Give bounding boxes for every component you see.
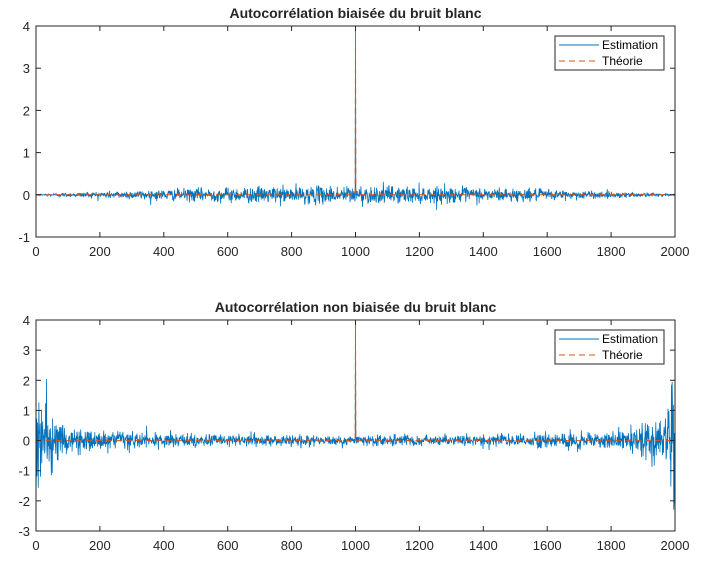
x-tick-label: 1600 <box>533 244 562 259</box>
chart-biased-autocorrelation: Autocorrélation biaisée du bruit blanc 0 2… <box>18 5 689 259</box>
series-theory-line <box>36 25 675 196</box>
legend-box <box>554 35 665 71</box>
legend: Estimation Théorie <box>554 329 665 365</box>
chart-title: Autocorrélation biaisée du bruit blanc <box>229 5 481 21</box>
series-theory-line <box>36 319 675 442</box>
legend-label: Théorie <box>602 348 643 362</box>
y-tick-label: -3 <box>18 524 30 539</box>
x-tick-label: 1200 <box>405 244 434 259</box>
x-tick-label: 1200 <box>405 538 434 553</box>
x-tick-label: 600 <box>217 538 239 553</box>
x-tick-label: 1400 <box>469 538 498 553</box>
x-tick-label: 1600 <box>533 538 562 553</box>
x-tick-label: 1000 <box>341 244 370 259</box>
x-tick-label: 2000 <box>661 244 690 259</box>
y-tick-label: -1 <box>18 464 30 479</box>
legend: Estimation Théorie <box>554 35 665 71</box>
y-tick-label: 2 <box>23 103 30 118</box>
x-tick-label: 1400 <box>469 244 498 259</box>
x-tick-label: 0 <box>32 244 39 259</box>
y-tick-label: 3 <box>23 61 30 76</box>
y-tick-label: -2 <box>18 494 30 509</box>
x-tick-label: 1800 <box>597 244 626 259</box>
x-tick-label: 600 <box>217 244 239 259</box>
x-tick-label: 400 <box>153 244 175 259</box>
x-tick-label: 1800 <box>597 538 626 553</box>
y-tick-label: 3 <box>23 343 30 358</box>
legend-box <box>554 329 665 365</box>
y-tick-label: -1 <box>18 230 30 245</box>
y-tick-label: 1 <box>23 146 30 161</box>
chart-title: Autocorrélation non biaisée du bruit bla… <box>215 299 497 315</box>
y-tick-label: 4 <box>23 19 30 34</box>
x-tick-label: 800 <box>281 538 303 553</box>
legend-label: Théorie <box>602 54 643 68</box>
x-tick-label: 400 <box>153 538 175 553</box>
x-tick-label: 200 <box>89 244 111 259</box>
y-tick-label: 1 <box>23 403 30 418</box>
x-tick-label: 0 <box>32 538 39 553</box>
y-tick-label: 4 <box>23 313 30 328</box>
x-tick-label: 2000 <box>661 538 690 553</box>
y-tick-label: 0 <box>23 188 30 203</box>
y-tick-label: 0 <box>23 434 30 449</box>
x-tick-label: 800 <box>281 244 303 259</box>
legend-label: Estimation <box>602 38 658 52</box>
y-tick-label: 2 <box>23 373 30 388</box>
x-tick-label: 1000 <box>341 538 370 553</box>
legend-label: Estimation <box>602 332 658 346</box>
chart-unbiased-autocorrelation: Autocorrélation non biaisée du bruit bla… <box>18 299 689 553</box>
x-tick-label: 200 <box>89 538 111 553</box>
